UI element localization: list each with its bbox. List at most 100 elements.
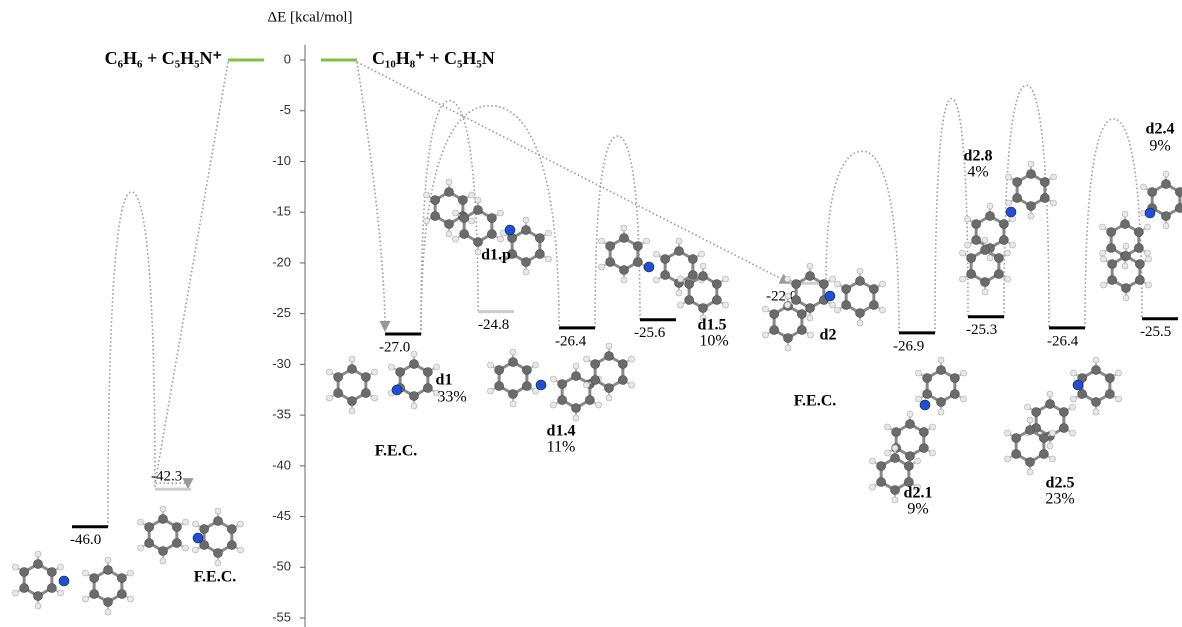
molecule — [326, 351, 439, 414]
hydrogen-atom — [598, 264, 604, 270]
carbon-atom — [47, 568, 56, 577]
carbon-atom — [1107, 228, 1116, 237]
carbon-atom — [334, 389, 343, 398]
nitrogen-atom — [920, 400, 930, 410]
carbon-atom — [117, 574, 126, 583]
hydrogen-atom — [830, 302, 836, 308]
hydrogen-atom — [35, 603, 41, 609]
hydrogen-atom — [1100, 256, 1106, 262]
hydrogen-atom — [1005, 200, 1011, 206]
nitrogen-atom — [1006, 207, 1016, 217]
hydrogen-atom — [349, 408, 355, 414]
hydrogen-atom — [807, 263, 813, 269]
hydrogen-atom — [1140, 184, 1146, 190]
hydrogen-atom — [487, 362, 493, 368]
carbon-atom — [981, 246, 990, 255]
reactant-label: C₁₀H₈⁺ + C₅H₅N — [372, 48, 495, 68]
carbon-atom — [1092, 398, 1101, 407]
hydrogen-atom — [857, 320, 863, 326]
carbon-atom — [1175, 188, 1182, 197]
hydrogen-atom — [573, 363, 579, 369]
hydrogen-atom — [1004, 456, 1010, 462]
value-label: -26.9 — [893, 338, 924, 354]
hydrogen-atom — [498, 210, 504, 216]
carbon-atom — [214, 517, 223, 526]
hydrogen-atom — [1028, 161, 1034, 167]
hydrogen-atom — [546, 256, 552, 262]
carbon-atom — [591, 360, 600, 369]
carbon-atom — [618, 376, 627, 385]
carbon-atom — [919, 444, 928, 453]
carbon-atom — [685, 296, 694, 305]
hydrogen-atom — [834, 307, 840, 313]
carbon-atom — [999, 236, 1008, 245]
carbon-atom — [558, 380, 567, 389]
arrow — [155, 62, 228, 488]
species-label: F.E.C. — [794, 393, 837, 410]
hydrogen-atom — [326, 395, 332, 401]
carbon-atom — [869, 301, 878, 310]
carbon-atom — [618, 360, 627, 369]
value-label: -27.0 — [379, 339, 410, 355]
carbon-atom — [145, 539, 154, 548]
carbon-atom — [819, 280, 828, 289]
hydrogen-atom — [1100, 282, 1106, 288]
carbon-atom — [558, 396, 567, 405]
carbon-atom — [1059, 408, 1068, 417]
nitrogen-atom — [505, 225, 515, 235]
hydrogen-atom — [1024, 404, 1030, 410]
hydrogen-atom — [621, 225, 627, 231]
carbon-atom — [661, 255, 670, 264]
carbon-atom — [891, 454, 900, 463]
molecule — [869, 357, 966, 503]
hydrogen-atom — [915, 370, 921, 376]
hydrogen-atom — [892, 497, 898, 503]
carbon-atom — [585, 396, 594, 405]
carbon-atom — [474, 238, 483, 247]
species-label: F.E.C. — [375, 443, 418, 460]
hydrogen-atom — [987, 255, 993, 261]
value-label: -24.8 — [478, 317, 509, 333]
hydrogen-atom — [238, 547, 244, 553]
hydrogen-atom — [105, 609, 111, 615]
hydrogen-atom — [807, 315, 813, 321]
carbon-atom — [605, 384, 614, 393]
carbon-atom — [474, 206, 483, 215]
carbon-atom — [633, 242, 642, 251]
hydrogen-atom — [1093, 357, 1099, 363]
carbon-atom — [423, 384, 432, 393]
hydrogen-atom — [982, 237, 988, 243]
hydrogen-atom — [573, 415, 579, 421]
molecule — [137, 506, 243, 566]
hydrogen-atom — [452, 236, 458, 242]
nitrogen-atom — [193, 533, 203, 543]
carbon-atom — [431, 212, 440, 221]
carbon-atom — [1059, 424, 1068, 433]
carbon-atom — [458, 196, 467, 205]
carbon-atom — [906, 420, 915, 429]
carbon-atom — [605, 352, 614, 361]
hydrogen-atom — [583, 356, 589, 362]
nitrogen-atom — [536, 380, 546, 390]
hydrogen-atom — [1122, 263, 1128, 269]
molecule — [487, 343, 634, 421]
hydrogen-atom — [1005, 276, 1011, 282]
hydrogen-atom — [964, 216, 970, 222]
arrow — [357, 62, 385, 331]
value-label: -25.3 — [966, 322, 997, 338]
carbon-atom — [1148, 188, 1157, 197]
species-label: d1.4 — [547, 423, 576, 440]
carbon-atom — [348, 365, 357, 374]
hydrogen-atom — [1047, 443, 1053, 449]
hydrogen-atom — [629, 382, 635, 388]
carbon-atom — [904, 462, 913, 471]
carbon-atom — [633, 258, 642, 267]
hydrogen-atom — [215, 508, 221, 514]
carbon-atom — [699, 304, 708, 313]
hydrogen-atom — [215, 560, 221, 566]
hydrogen-atom — [388, 364, 394, 370]
carbon-atom — [877, 478, 886, 487]
carbon-atom — [1108, 260, 1117, 269]
carbon-atom — [937, 366, 946, 375]
hydrogen-atom — [137, 519, 143, 525]
